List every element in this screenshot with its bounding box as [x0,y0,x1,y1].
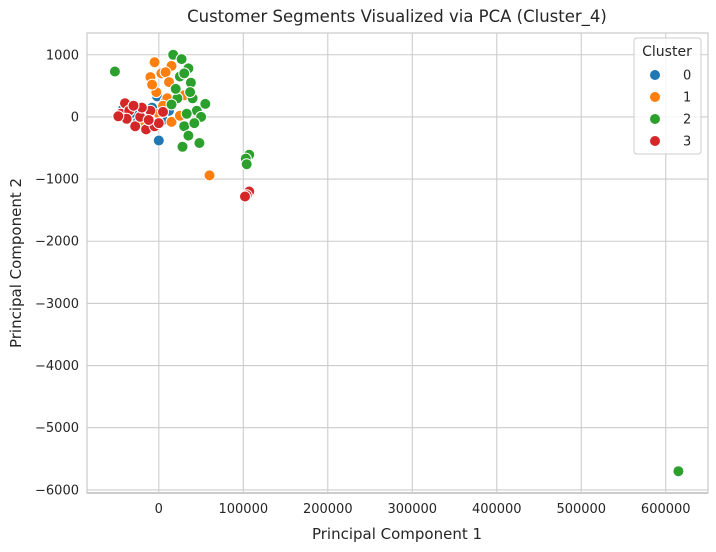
point-cluster-2 [180,107,193,120]
point-cluster-3 [239,190,251,203]
legend-box [633,37,702,155]
point-cluster-2 [193,137,206,149]
y-tick-label: −2000 [35,235,79,250]
point-cluster-2 [178,67,191,80]
point-cluster-2 [188,117,201,130]
point-cluster-2 [175,53,188,66]
legend: Cluster 0 1 2 3 [633,37,702,155]
x-tick-label: 600000 [641,502,691,517]
point-cluster-3 [152,117,165,130]
point-cluster-3 [129,120,142,133]
point-cluster-3 [127,99,140,112]
legend-marker-1 [649,91,661,103]
y-tick-label: −4000 [35,359,79,374]
y-tick-label: 1000 [46,48,79,63]
legend-items: 0 1 2 3 [649,69,691,150]
point-cluster-2 [108,65,121,78]
legend-marker-2 [649,113,661,125]
legend-label-2: 2 [683,113,691,128]
point-cluster-3 [157,105,169,118]
point-cluster-2 [165,98,178,111]
x-axis-label: Principal Component 1 [312,525,482,543]
y-tick-label: 0 [71,110,79,125]
x-tick-label: 500000 [556,502,606,517]
x-ticks: 0 100000 200000 300000 400000 500000 600000 [155,502,691,517]
legend-title: Cluster [642,44,692,60]
y-ticks: 1000 0 −1000 −2000 −3000 −4000 −5000 −6000 [35,48,79,498]
point-cluster-2 [182,129,195,142]
point-cluster-3 [142,114,155,126]
point-cluster-1 [146,78,159,91]
point-cluster-2 [240,158,253,171]
y-tick-label: −3000 [35,297,79,312]
x-tick-label: 300000 [387,502,437,517]
data-points [108,48,685,478]
point-cluster-3 [112,110,125,123]
chart-title: Customer Segments Visualized via PCA (Cl… [187,7,607,27]
point-cluster-1 [165,115,178,128]
point-cluster-0 [152,134,165,147]
point-cluster-1 [203,169,216,182]
point-cluster-2 [184,86,197,99]
x-tick-label: 0 [155,502,163,517]
x-tick-label: 100000 [218,502,268,517]
point-cluster-2 [176,140,189,153]
x-tick-label: 200000 [303,502,353,517]
point-cluster-2 [199,97,212,110]
point-cluster-1 [148,56,161,69]
point-cluster-1 [159,66,172,79]
y-tick-label: −5000 [35,421,79,436]
legend-marker-3 [649,135,661,147]
legend-marker-0 [649,69,661,81]
y-tick-label: −1000 [35,173,79,188]
legend-label-0: 0 [683,69,691,84]
x-tick-label: 400000 [472,502,522,517]
point-cluster-2 [169,82,182,95]
legend-label-3: 3 [683,135,691,150]
legend-label-1: 1 [683,91,691,106]
point-cluster-2 [672,465,685,478]
y-tick-label: −6000 [35,483,79,498]
y-axis-label: Principal Component 2 [7,178,25,348]
